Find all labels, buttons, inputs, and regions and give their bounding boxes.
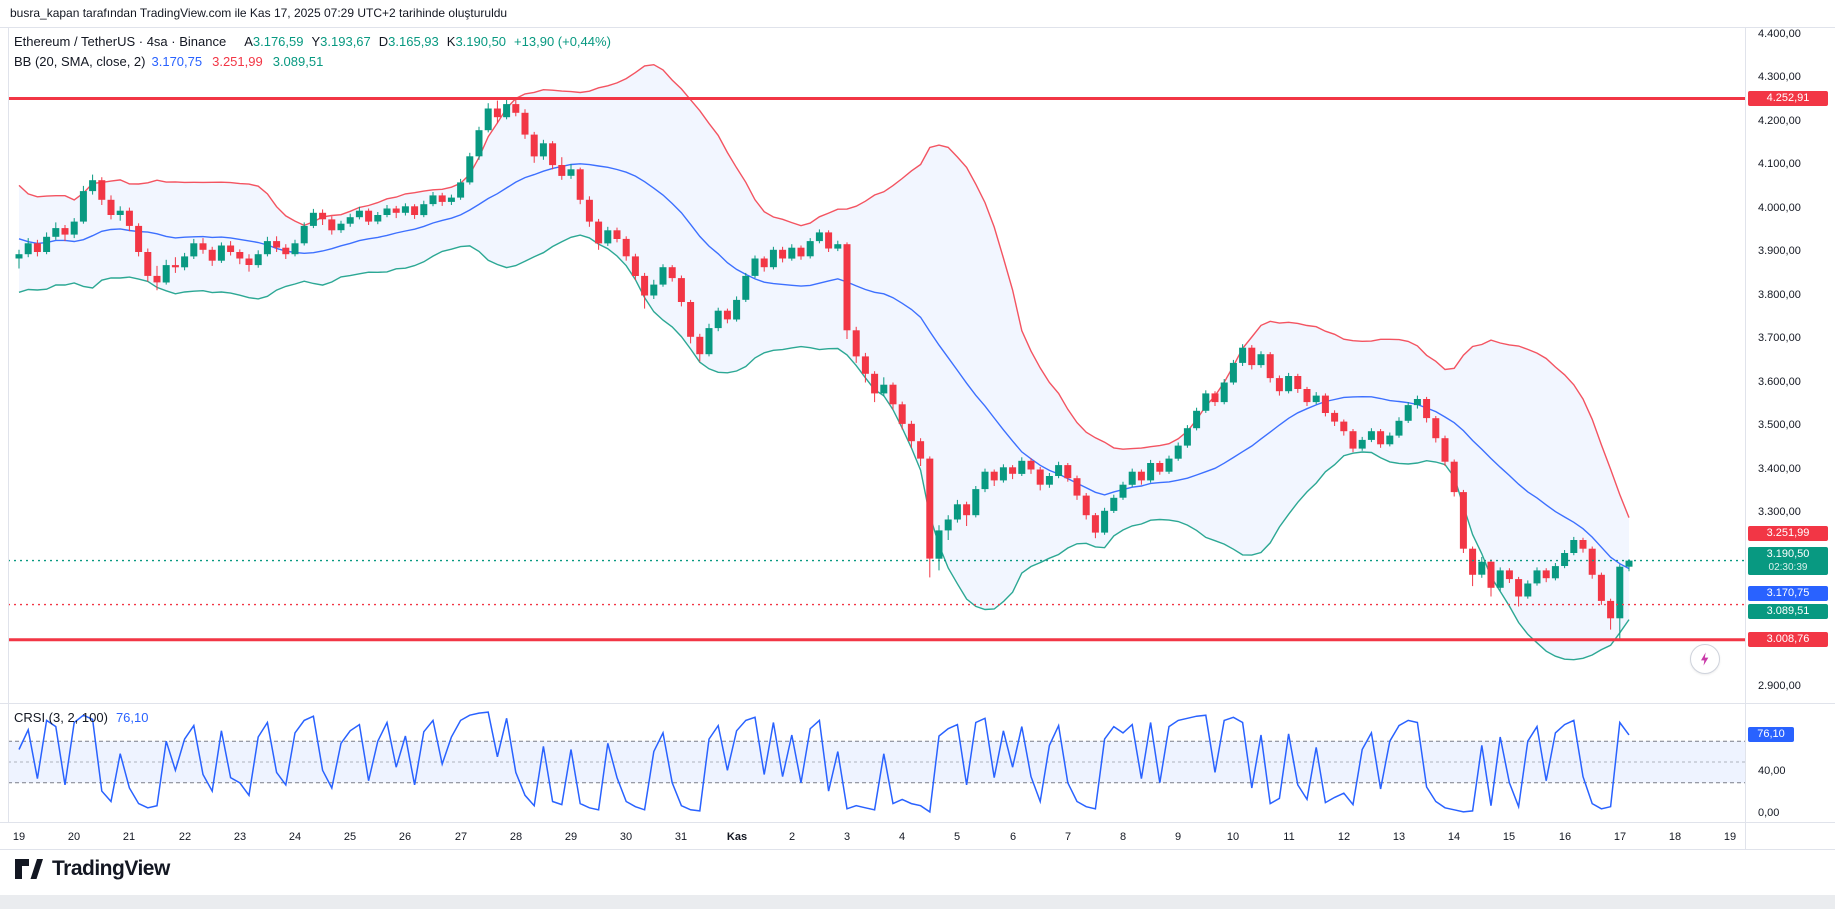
time-tick-10: 10	[1226, 831, 1240, 843]
low-label: D	[378, 34, 389, 49]
bb-indicator-title: BB (20, SMA, close, 2)	[14, 54, 146, 69]
last-price-label: 3.190,50 02:30:39	[1748, 547, 1828, 575]
time-tick-30: 30	[619, 831, 633, 843]
time-tick-9: 9	[1174, 831, 1182, 843]
bottom-strip	[0, 895, 1835, 909]
time-tick-13: 13	[1392, 831, 1406, 843]
time-tick-24: 24	[288, 831, 302, 843]
price-tick: 3.900,00	[1758, 245, 1801, 257]
open-value: 3.176,59	[252, 34, 304, 49]
time-tick-19: 19	[1723, 831, 1737, 843]
time-tick-14: 14	[1447, 831, 1461, 843]
price-tick: 2.900,00	[1758, 680, 1801, 692]
time-tick-18: 18	[1668, 831, 1682, 843]
tradingview-logo-icon[interactable]	[14, 856, 44, 882]
low-value: 3.165,93	[388, 34, 439, 49]
time-tick-22: 22	[178, 831, 192, 843]
attribution-text: busra_kapan tarafından TradingView.com i…	[10, 6, 508, 20]
time-tick-20: 20	[67, 831, 81, 843]
bar-countdown: 02:30:39	[1768, 562, 1808, 573]
crsi-legend: CRSI (3, 2, 100) 76,10	[14, 710, 148, 725]
time-tick-21: 21	[122, 831, 136, 843]
time-tick-5: 5	[953, 831, 961, 843]
price-scale-border	[1745, 27, 1746, 849]
crsi-current-value: 76,10	[115, 710, 149, 725]
time-tick-29: 29	[564, 831, 578, 843]
price-tick: 4.400,00	[1758, 28, 1801, 40]
close-label: K	[446, 34, 456, 49]
price-tick: 3.800,00	[1758, 289, 1801, 301]
high-label: Y	[311, 34, 321, 49]
price-tick: 4.200,00	[1758, 115, 1801, 127]
crsi-indicator-title: CRSI (3, 2, 100)	[14, 710, 108, 725]
time-tick-16: 16	[1558, 831, 1572, 843]
time-tick-15: 15	[1502, 831, 1516, 843]
time-tick-28: 28	[509, 831, 523, 843]
open-label: A	[244, 34, 253, 49]
bb-upper-value: 3.251,99	[212, 54, 263, 69]
tradingview-wordmark[interactable]: TradingView	[52, 857, 170, 880]
time-tick-8: 8	[1119, 831, 1127, 843]
time-tick-19: 19	[12, 831, 26, 843]
time-tick-26: 26	[398, 831, 412, 843]
pane-separator[interactable]	[0, 703, 1835, 704]
time-tick-6: 6	[1009, 831, 1017, 843]
price-tick: 3.300,00	[1758, 506, 1801, 518]
chart-bottom-border	[0, 849, 1835, 850]
change-value: +13,90 (+0,44%)	[514, 34, 611, 49]
time-tick-11: 11	[1283, 831, 1295, 843]
crsi-tick: 40,00	[1758, 765, 1786, 777]
time-tick-7: 7	[1064, 831, 1072, 843]
time-tick-23: 23	[233, 831, 247, 843]
level-label-lower: 3.008,76	[1748, 632, 1828, 647]
footer: TradingView	[14, 856, 170, 882]
lightning-icon	[1701, 652, 1709, 666]
time-tick-12: 12	[1337, 831, 1351, 843]
price-tick: 4.300,00	[1758, 71, 1801, 83]
crsi-tick: 0,00	[1758, 807, 1780, 819]
bb-upper-label: 3.251,99	[1748, 526, 1828, 541]
time-tick-3: 3	[843, 831, 851, 843]
symbol-status-line: Ethereum / TetherUS · 4sa · Binance A3.17…	[14, 32, 611, 52]
bb-status-line: BB (20, SMA, close, 2) 3.170,75 3.251,99 3.…	[14, 52, 611, 72]
symbol-legend: Ethereum / TetherUS · 4sa · Binance A3.17…	[14, 32, 611, 72]
price-tick: 4.100,00	[1758, 158, 1801, 170]
bb-basis-value: 3.170,75	[151, 54, 203, 69]
price-tick: 4.000,00	[1758, 202, 1801, 214]
time-tick-17: 17	[1613, 831, 1627, 843]
time-tick-4: 4	[898, 831, 906, 843]
bb-lower-label: 3.089,51	[1748, 604, 1828, 619]
crsi-value-label: 76,10	[1748, 727, 1794, 742]
time-tick-Kas: Kas	[726, 831, 748, 843]
time-tick-27: 27	[454, 831, 468, 843]
pane-left-border	[8, 27, 9, 822]
attribution-separator	[0, 27, 1835, 28]
refresh-flash-button[interactable]	[1690, 644, 1720, 674]
symbol-title: Ethereum / TetherUS · 4sa · Binance	[14, 34, 227, 49]
level-label-upper: 4.252,91	[1748, 91, 1828, 106]
bb-basis-label: 3.170,75	[1748, 586, 1828, 601]
time-tick-2: 2	[788, 831, 796, 843]
price-tick: 3.600,00	[1758, 376, 1801, 388]
high-value: 3.193,67	[320, 34, 371, 49]
price-tick: 3.500,00	[1758, 419, 1801, 431]
time-tick-31: 31	[674, 831, 688, 843]
time-tick-25: 25	[343, 831, 357, 843]
close-value: 3.190,50	[455, 34, 507, 49]
price-tick: 3.400,00	[1758, 463, 1801, 475]
time-axis-separator	[0, 822, 1835, 823]
bb-lower-value: 3.089,51	[272, 54, 324, 69]
price-tick: 3.700,00	[1758, 332, 1801, 344]
